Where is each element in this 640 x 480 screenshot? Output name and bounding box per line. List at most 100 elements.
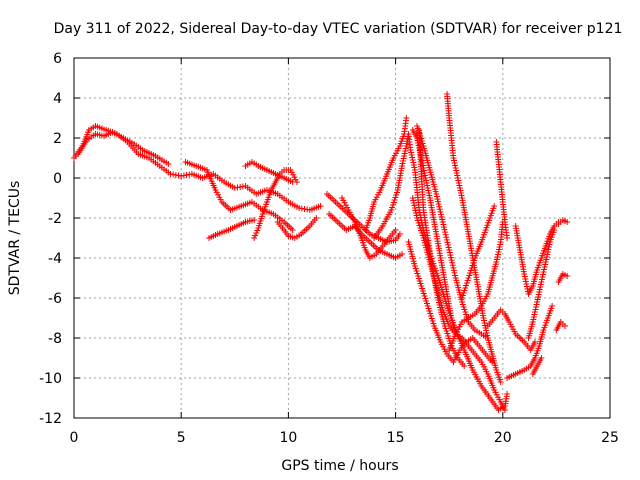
x-tick-label: 25 bbox=[601, 430, 619, 446]
data-point-marker bbox=[491, 203, 498, 209]
series-track-v bbox=[493, 139, 511, 241]
data-point-marker bbox=[313, 215, 320, 221]
y-tick-label: -4 bbox=[48, 251, 62, 267]
data-point-marker bbox=[399, 251, 406, 257]
data-point-marker bbox=[436, 206, 443, 213]
series-track-r bbox=[444, 91, 504, 385]
series-track-ab bbox=[555, 217, 571, 227]
series-track-x bbox=[512, 219, 562, 297]
x-axis-label: GPS time / hours bbox=[281, 458, 398, 474]
y-tick-label: 2 bbox=[53, 131, 62, 147]
series-track-ac bbox=[529, 355, 545, 377]
data-point-marker bbox=[436, 203, 443, 210]
data-point-marker bbox=[443, 236, 450, 243]
data-point-marker bbox=[289, 179, 296, 185]
series-track-w bbox=[504, 303, 556, 381]
data-point-marker bbox=[501, 407, 508, 413]
data-point-marker bbox=[442, 229, 449, 236]
data-point-marker bbox=[445, 244, 452, 251]
y-tick-label: -2 bbox=[48, 211, 62, 227]
y-tick-label: 6 bbox=[53, 51, 62, 67]
data-point-marker bbox=[442, 231, 449, 238]
data-point-marker bbox=[564, 273, 571, 279]
data-point-marker bbox=[438, 213, 445, 220]
series-track-n bbox=[405, 239, 496, 365]
data-points bbox=[71, 91, 571, 413]
data-point-marker bbox=[443, 234, 450, 241]
data-point-marker bbox=[538, 355, 545, 361]
data-point-marker bbox=[437, 208, 444, 215]
series-track-b bbox=[75, 129, 172, 167]
data-point-marker bbox=[435, 198, 442, 205]
data-point-marker bbox=[433, 193, 440, 200]
series-track-u bbox=[484, 307, 538, 353]
series-track-z bbox=[553, 319, 568, 333]
data-point-marker bbox=[447, 252, 454, 259]
data-point-marker bbox=[451, 269, 458, 276]
y-axis-label: SDTVAR / TECUs bbox=[7, 181, 23, 296]
data-point-marker bbox=[165, 161, 172, 167]
series-track-c bbox=[182, 159, 296, 233]
data-point-marker bbox=[450, 264, 457, 271]
data-point-marker bbox=[434, 196, 441, 203]
data-point-marker bbox=[403, 115, 410, 121]
data-point-marker bbox=[317, 203, 324, 209]
data-point-marker bbox=[564, 219, 571, 225]
y-tick-label: -8 bbox=[48, 331, 62, 347]
data-point-marker bbox=[433, 191, 440, 197]
series-track-y bbox=[525, 227, 558, 341]
series-track-l bbox=[371, 131, 511, 413]
series-track-s bbox=[446, 219, 506, 353]
data-point-marker bbox=[445, 241, 452, 248]
plot-frame bbox=[73, 57, 611, 419]
data-point-marker bbox=[289, 227, 296, 233]
data-point-marker bbox=[551, 227, 558, 233]
data-point-marker bbox=[441, 226, 448, 233]
data-point-marker bbox=[251, 217, 258, 223]
data-point-marker bbox=[435, 201, 442, 208]
series-track-aa bbox=[555, 271, 571, 285]
series-track-j bbox=[339, 195, 399, 261]
x-tick-label: 5 bbox=[177, 430, 186, 446]
data-point-marker bbox=[440, 221, 447, 228]
x-tick-label: 10 bbox=[279, 430, 297, 446]
data-point-marker bbox=[449, 259, 456, 266]
y-tick-label: -6 bbox=[48, 291, 62, 307]
series-track-g bbox=[274, 215, 320, 241]
series-track-f bbox=[242, 159, 296, 185]
x-tick-label: 15 bbox=[387, 430, 405, 446]
data-point-marker bbox=[446, 249, 453, 256]
data-point-marker bbox=[448, 257, 455, 264]
y-tick-label: 0 bbox=[53, 171, 62, 187]
series-track-q bbox=[416, 127, 468, 369]
data-point-marker bbox=[446, 247, 453, 253]
data-point-marker bbox=[396, 231, 403, 237]
data-point-marker bbox=[450, 267, 457, 274]
data-point-marker bbox=[444, 239, 451, 246]
series-track-k bbox=[362, 115, 410, 233]
data-point-marker bbox=[439, 219, 446, 225]
data-point-marker bbox=[447, 254, 454, 261]
series-track-d bbox=[206, 217, 258, 241]
series-track-a bbox=[71, 123, 324, 213]
data-point-marker bbox=[440, 224, 447, 231]
data-point-marker bbox=[449, 262, 456, 269]
data-point-marker bbox=[561, 323, 568, 329]
data-point-marker bbox=[549, 303, 556, 309]
data-point-marker bbox=[452, 272, 459, 279]
x-tick-label: 20 bbox=[494, 430, 512, 446]
data-point-marker bbox=[438, 211, 445, 218]
y-tick-label: -12 bbox=[39, 411, 62, 427]
data-point-marker bbox=[439, 216, 446, 223]
data-point-marker bbox=[504, 391, 511, 397]
y-tick-label: -10 bbox=[39, 371, 62, 387]
series-track-t bbox=[459, 203, 498, 301]
data-point-marker bbox=[461, 363, 468, 369]
data-point-marker bbox=[531, 339, 538, 345]
y-tick-label: 4 bbox=[53, 91, 62, 107]
series-track-o bbox=[409, 127, 459, 337]
chart-title: Day 311 of 2022, Sidereal Day-to-day VTE… bbox=[54, 21, 623, 37]
axis-ticks: 0 5 10 15 20 25 -12 -10 -8 -6 -4 -2 0 2 4 6 bbox=[39, 51, 619, 446]
data-point-marker bbox=[504, 235, 511, 241]
